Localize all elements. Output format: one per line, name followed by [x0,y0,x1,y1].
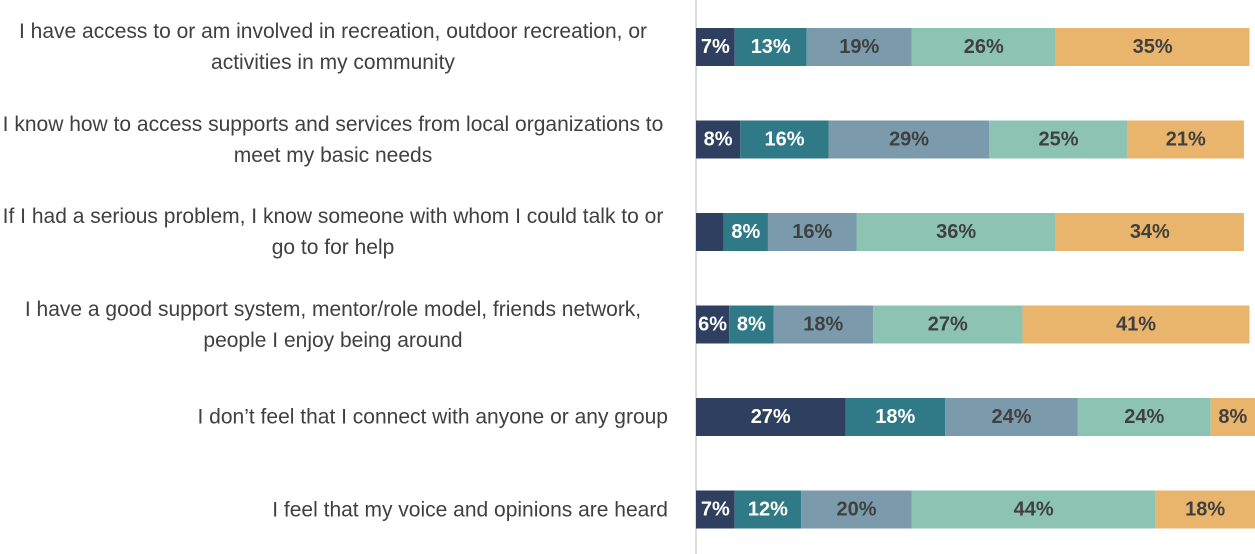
value-label: 19% [839,36,879,58]
value-label: 7% [701,499,730,521]
bar-segment [734,490,802,529]
value-label: 6% [698,314,727,336]
value-label: 26% [964,36,1004,58]
bar-segment [989,120,1128,159]
bar-segment [734,28,807,66]
value-label: 44% [1014,499,1054,521]
category-text: I don’t feel that I connect with anyone … [197,405,668,429]
bar-segment [1055,28,1250,66]
bar-segment [740,120,829,159]
value-label: 27% [928,314,968,336]
bar-segment [1127,120,1244,159]
bar-segment [696,28,735,66]
bar-segment [828,120,990,159]
value-label: 8% [737,314,766,336]
value-label: 24% [991,406,1031,428]
bar-segment [696,305,730,344]
value-label: 8% [1218,406,1247,428]
bar-segment [806,28,912,66]
value-label: 7% [701,36,730,58]
value-label: 18% [1185,499,1225,521]
value-label: 12% [748,499,788,521]
value-label: 20% [836,499,876,521]
bar-segment [945,398,1078,436]
bar-segment [723,213,768,251]
bar-segment [729,305,774,344]
bar-segment [801,490,912,529]
bar-segment [1155,490,1255,529]
bar-segment [696,490,735,529]
bar-segment [773,305,874,344]
value-label: 13% [751,36,791,58]
value-label: 18% [803,314,843,336]
bar-segment [873,305,1023,344]
bar-segment [845,398,946,436]
value-label: 25% [1039,129,1079,151]
category-text: If I had a serious problem, I know someo… [2,205,664,259]
category-label: I know how to access supports and servic… [0,109,668,171]
bar-segment [696,398,846,436]
bar-segment [856,213,1056,251]
value-label: 8% [731,221,760,243]
value-label: 8% [704,129,733,151]
value-label: 27% [751,406,791,428]
category-text: I have access to or am involved in recre… [19,20,647,74]
category-label: I don’t feel that I connect with anyone … [0,402,668,433]
value-label: 16% [765,129,805,151]
bar-segment [767,213,857,251]
bar-segment [696,213,724,251]
value-label: 29% [889,129,929,151]
value-label: 21% [1166,129,1206,151]
bar-segment [1077,398,1211,436]
category-label: If I had a serious problem, I know someo… [0,201,668,263]
category-text: I have a good support system, mentor/rol… [24,297,642,352]
category-text: I feel that my voice and opinions are he… [272,498,668,521]
value-label: 36% [936,221,976,243]
value-label: 41% [1116,314,1156,336]
category-label: I feel that my voice and opinions are he… [0,494,668,525]
value-label: 18% [875,406,915,428]
bar-segment [911,28,1056,66]
bar-segment [1022,305,1250,344]
value-label: 16% [792,221,832,243]
bar-segment [1210,398,1255,436]
category-label: I have access to or am involved in recre… [0,16,668,78]
value-label: 24% [1124,406,1164,428]
value-label: 34% [1130,221,1170,243]
value-label: 35% [1133,36,1173,58]
bar-segment [911,490,1156,529]
bar-segment [696,120,741,159]
bar-segment [1055,213,1244,251]
category-text: I know how to access supports and servic… [2,112,664,167]
category-label: I have a good support system, mentor/rol… [0,294,668,356]
